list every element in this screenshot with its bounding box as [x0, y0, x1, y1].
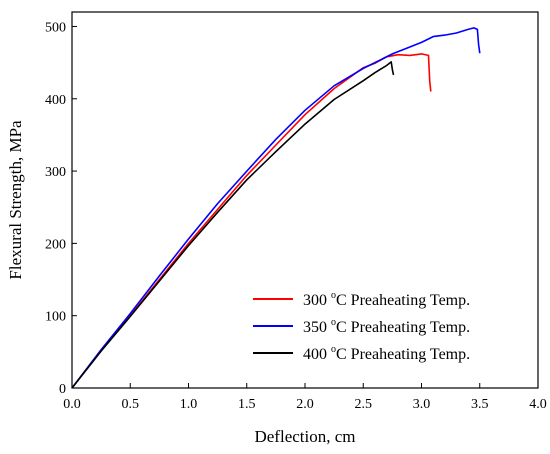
- legend-label-suffix: C Preaheating Temp.: [336, 292, 470, 309]
- legend-label-degree: o: [331, 344, 336, 355]
- x-axis-title: Deflection, cm: [254, 427, 355, 446]
- y-tick-label: 100: [45, 310, 66, 325]
- x-tick-label: 2.5: [355, 397, 373, 412]
- legend-label-prefix: 350: [303, 319, 331, 336]
- y-tick-label: 0: [59, 382, 66, 397]
- y-axis-title: Flexural Strength, MPa: [6, 120, 25, 280]
- x-tick-label: 4.0: [529, 397, 547, 412]
- series-line-2: [71, 61, 395, 389]
- y-tick-label: 500: [45, 20, 66, 35]
- legend-label-1: 350 oC Preaheating Temp.: [303, 317, 470, 336]
- x-tick-label: 2.0: [296, 397, 314, 412]
- y-tick-label: 200: [45, 237, 66, 252]
- x-tick-label: 0.5: [122, 397, 140, 412]
- y-tick-label: 300: [45, 165, 66, 180]
- x-tick-label: 3.5: [471, 397, 489, 412]
- legend-label-prefix: 400: [303, 346, 331, 363]
- x-tick-label: 1.0: [180, 397, 198, 412]
- legend-label-0: 300 oC Preaheating Temp.: [303, 290, 470, 309]
- series-line-0: [71, 53, 432, 389]
- x-tick-label: 1.5: [238, 397, 256, 412]
- legend-label-prefix: 300: [303, 292, 331, 309]
- legend-label-suffix: C Preaheating Temp.: [336, 346, 470, 363]
- y-tick-label: 400: [45, 93, 66, 108]
- series-line-1: [71, 27, 481, 389]
- y-axis-ticks: 0 100 200 300 400 500: [45, 20, 77, 397]
- legend-label-degree: o: [331, 290, 336, 301]
- legend-label-degree: o: [331, 317, 336, 328]
- legend: 300 oC Preaheating Temp.350 oC Preaheati…: [253, 290, 470, 363]
- x-tick-label: 0.0: [63, 397, 81, 412]
- legend-label-suffix: C Preaheating Temp.: [336, 319, 470, 336]
- x-axis-ticks: 0.0 0.5 1.0 1.5 2.0 2.5 3.0 3.5 4.0: [63, 383, 547, 412]
- data-series: [71, 27, 481, 389]
- x-tick-label: 3.0: [413, 397, 431, 412]
- legend-label-2: 400 oC Preaheating Temp.: [303, 344, 470, 363]
